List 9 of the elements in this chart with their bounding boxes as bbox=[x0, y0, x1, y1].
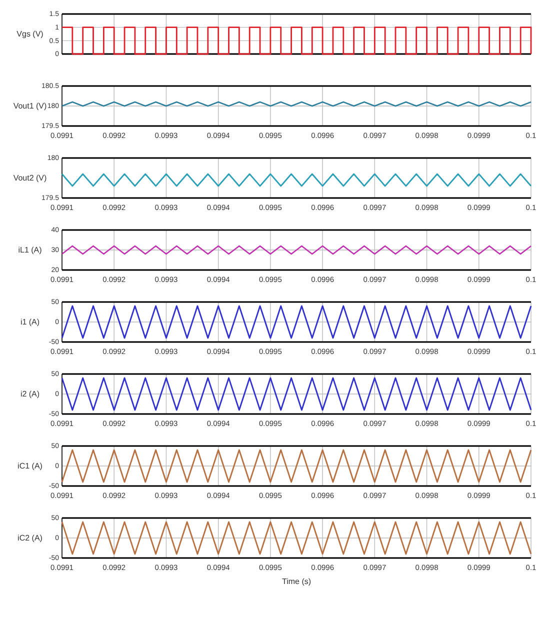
y-axis-title: iC2 (A) bbox=[18, 534, 43, 543]
y-axis-title: Vout2 (V) bbox=[13, 174, 48, 183]
y-axis-title: i1 (A) bbox=[20, 318, 40, 327]
x-axis-title: Time (s) bbox=[282, 577, 312, 586]
y-axis-title: iC1 (A) bbox=[18, 462, 43, 471]
y-axis-title: Vout1 (V) bbox=[13, 102, 48, 111]
y-axis-title: Vgs (V) bbox=[16, 30, 44, 39]
y-axis-title: iL1 (A) bbox=[18, 246, 42, 255]
y-axis-title: i2 (A) bbox=[20, 390, 40, 399]
